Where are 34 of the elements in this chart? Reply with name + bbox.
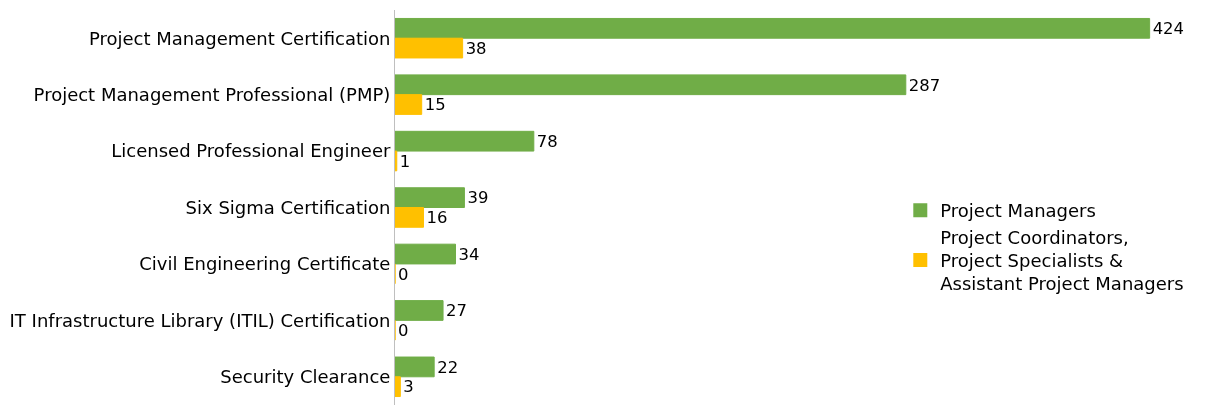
y-tick-label: IT Infrastructure Library (ITIL) Certification [9, 309, 391, 331]
y-tick-label: Six Sigma Certification [185, 196, 391, 218]
data-label: 0 [398, 264, 409, 284]
bar [395, 376, 401, 398]
bar [395, 74, 907, 96]
data-label: 27 [446, 301, 467, 321]
data-label: 15 [424, 95, 446, 115]
y-tick-label: Project Management Professional (PMP) [33, 83, 391, 105]
data-label: 34 [458, 244, 480, 264]
data-label: 39 [467, 188, 489, 208]
data-label: 287 [908, 75, 941, 95]
data-label: 1 [399, 151, 411, 171]
bar [395, 187, 465, 208]
data-label: 22 [437, 357, 459, 377]
bar [395, 37, 464, 59]
data-label: 16 [426, 208, 448, 228]
y-tick-label: Security Clearance [220, 366, 391, 388]
y-tick-label: Civil Engineering Certificate [139, 253, 391, 275]
data-label: 78 [536, 131, 558, 151]
data-label: 38 [465, 38, 487, 58]
y-tick-label: Licensed Professional Engineer [111, 140, 391, 162]
bar [395, 243, 457, 265]
bar [395, 130, 535, 152]
legend-label: Project Managers [940, 200, 1096, 222]
bar [395, 17, 1151, 39]
data-label: 0 [398, 321, 409, 340]
y-tick-label: Project Management Certification [88, 27, 391, 49]
bar [395, 207, 424, 228]
legend-label: Project Coordinators, Project Specialists & Assistant Project Managers [940, 226, 1184, 295]
data-label: 424 [1152, 19, 1185, 39]
bar [395, 300, 444, 321]
data-label: 3 [403, 377, 414, 397]
bar [395, 94, 423, 115]
bar [395, 356, 435, 378]
